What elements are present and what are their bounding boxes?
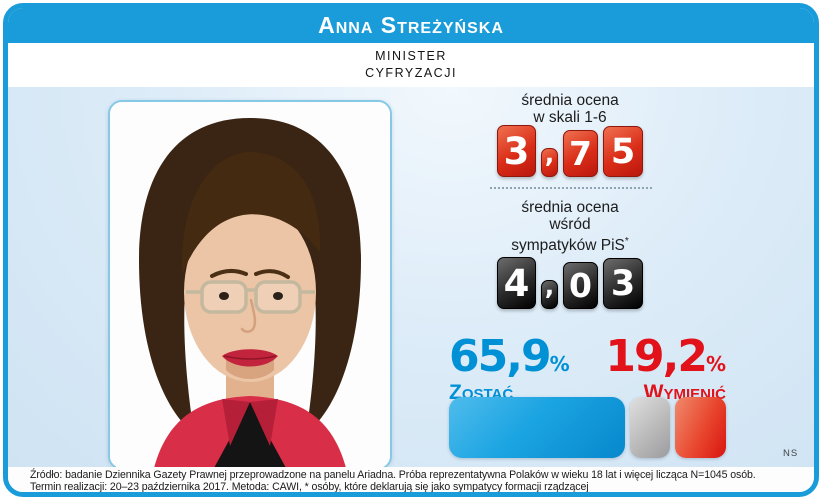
author-initials: NS [783, 448, 799, 459]
percent-sign: % [705, 352, 726, 376]
footer-source: Źródło: badanie Dziennika Gazety Prawnej… [8, 467, 814, 492]
digit-tile: 7 [563, 130, 598, 177]
footnote-asterisk: * [624, 236, 629, 247]
comma-tile: , [541, 139, 558, 177]
bar-segment-neutral [629, 397, 670, 458]
digit-tile: 4 [497, 257, 536, 309]
rating-scale-value: 3 , 7 5 [428, 125, 712, 177]
verdict-bar [449, 397, 726, 458]
pis-text: sympatyków PiS [511, 237, 625, 255]
comma-glyph: , [544, 139, 555, 169]
keep-percentage: 65,9% [449, 335, 570, 385]
comma-glyph: , [544, 271, 555, 301]
header-bar: Anna Streżyńska [8, 8, 814, 43]
percent-sign: % [549, 352, 570, 376]
bar-segment-replace [674, 397, 726, 458]
minister-role-line1: MINISTER [375, 49, 447, 63]
portrait-illustration [110, 102, 390, 468]
portrait-photo [108, 100, 392, 470]
card-frame: Anna Streżyńska MINISTER CYFRYZACJI [3, 3, 819, 497]
source-line1: Źródło: badanie Dziennika Gazety Prawnej… [30, 469, 756, 481]
rating-scale-label: średnia ocena w skali 1-6 [428, 92, 712, 126]
rating-pis-label-line1: średnia ocena [521, 199, 619, 216]
rating-pis-label: średnia ocena wśród sympatyków PiS* [428, 199, 712, 254]
digit-tile: 0 [563, 262, 598, 309]
rating-pis-value: 4 , 0 3 [428, 257, 712, 309]
source-line2: Termin realizacji: 20–23 października 20… [30, 480, 589, 493]
replace-percentage: 19,2% [605, 335, 726, 385]
bar-segment-keep [449, 397, 625, 458]
rating-pis-label-line3: sympatyków PiS* [428, 233, 712, 254]
page-title: Anna Streżyńska [318, 12, 504, 38]
keep-stat: 65,9% Zostać [449, 335, 570, 404]
replace-value: 19,2 [605, 331, 708, 382]
replace-stat: 19,2% Wymienić [605, 335, 726, 404]
digit-tile: 5 [603, 126, 643, 177]
keep-value: 65,9 [449, 331, 552, 382]
rating-pis-label-line2: wśród [549, 216, 591, 233]
digit-tile: 3 [497, 125, 536, 177]
dotted-divider [490, 187, 652, 189]
comma-tile: , [541, 271, 558, 309]
minister-role-line2: CYFRYZACJI [365, 66, 457, 80]
rating-scale-label-line1: średnia ocena [521, 92, 619, 109]
subheader: MINISTER CYFRYZACJI [8, 43, 814, 87]
rating-scale-label-line2: w skali 1-6 [533, 109, 607, 126]
digit-tile: 3 [603, 258, 643, 309]
